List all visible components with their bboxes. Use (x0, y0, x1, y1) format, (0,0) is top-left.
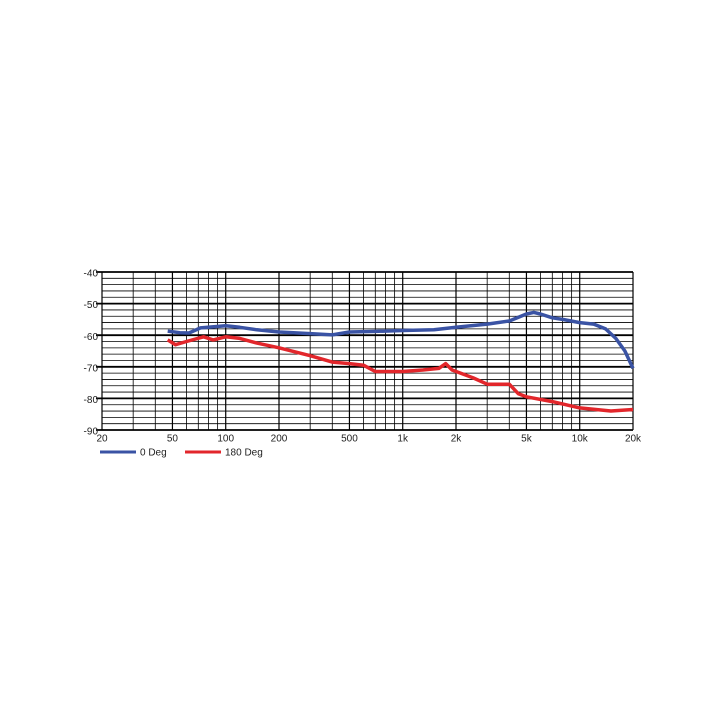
x-tick-label: 5k (521, 434, 533, 445)
series-line (166, 335, 634, 413)
y-tick-label: -40 (84, 269, 99, 280)
y-tick-label: -70 (84, 363, 99, 374)
legend-label: 180 Deg (225, 448, 263, 459)
y-tick-label: -90 (84, 427, 99, 438)
x-tick-label: 100 (217, 434, 234, 445)
x-tick-label: 50 (167, 434, 179, 445)
legend-label: 0 Deg (140, 448, 167, 459)
x-tick-label: 500 (341, 434, 358, 445)
y-tick-label: -50 (84, 300, 99, 311)
series-line (167, 310, 635, 370)
y-tick-label: -60 (84, 332, 99, 343)
x-tick-label: 10k (572, 434, 589, 445)
x-tick-label: 2k (451, 434, 463, 445)
x-tick-label: 200 (271, 434, 288, 445)
x-tick-label: 20 (96, 434, 108, 445)
x-tick-label: 1k (397, 434, 409, 445)
x-tick-label: 20k (625, 434, 642, 445)
y-tick-label: -80 (84, 395, 99, 406)
